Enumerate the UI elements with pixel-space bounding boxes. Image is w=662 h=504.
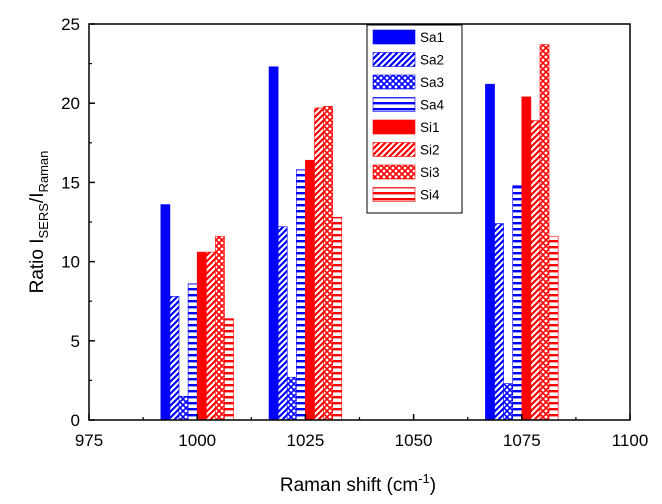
legend-swatch-si3 bbox=[372, 164, 416, 180]
y-axis-title-subscript: SERS bbox=[36, 203, 51, 239]
bar-si4-1025 bbox=[332, 216, 343, 421]
y-tick-label: 20 bbox=[61, 94, 80, 113]
bar-sa4-1075 bbox=[512, 185, 523, 421]
bar-si2-1075 bbox=[530, 120, 541, 421]
x-tick-label: 1000 bbox=[178, 431, 216, 450]
legend-swatch-sa2 bbox=[372, 52, 416, 67]
ticks-layer: 975 1000 1025 1050 1075 1100 0 5 10 15 20 25 bbox=[61, 15, 648, 450]
x-tick-label: 1100 bbox=[612, 431, 649, 450]
legend-swatch-si2 bbox=[372, 142, 416, 157]
bar-sa3-1025 bbox=[286, 376, 297, 421]
bar-sa1-1025 bbox=[268, 66, 279, 421]
bar-sa3-1075 bbox=[503, 383, 514, 421]
y-tick-label: 5 bbox=[71, 332, 80, 351]
bar-sa1-1000 bbox=[160, 204, 171, 421]
bar-sa4-1000 bbox=[187, 283, 198, 421]
y-axis-title-subscript: Raman bbox=[36, 151, 51, 193]
x-axis-title-part: ) bbox=[430, 475, 436, 496]
legend-label-si2: Si2 bbox=[420, 143, 440, 158]
x-axis-title-part: Raman shift (cm bbox=[280, 475, 418, 496]
y-tick-label: 10 bbox=[61, 253, 80, 272]
y-tick-label: 0 bbox=[71, 411, 80, 430]
legend-label-si4: Si4 bbox=[420, 188, 440, 203]
x-tick-label: 1050 bbox=[395, 431, 433, 450]
bar-si3-1000 bbox=[215, 235, 225, 421]
bar-sa3-1000 bbox=[178, 395, 189, 421]
legend-label-sa2: Sa2 bbox=[420, 53, 444, 68]
bar-sa2-1025 bbox=[277, 226, 288, 421]
bar-sa2-1000 bbox=[169, 296, 180, 421]
bars-layer bbox=[160, 44, 559, 421]
bar-si1-1075 bbox=[521, 96, 532, 421]
y-tick-label: 15 bbox=[61, 173, 80, 192]
bar-si3-1075 bbox=[539, 44, 550, 421]
legend-swatch-si1 bbox=[372, 119, 416, 135]
bar-sa4-1025 bbox=[296, 169, 306, 421]
legend: Sa1 Sa2 Sa3 Sa4 Si1 Si2 Si3 Si4 bbox=[366, 24, 463, 214]
bar-sa1-1075 bbox=[485, 83, 495, 421]
x-axis-title-superscript: -1 bbox=[418, 471, 430, 486]
x-tick-label: 1025 bbox=[286, 431, 324, 450]
legend-label-sa4: Sa4 bbox=[420, 98, 445, 113]
legend-label-sa3: Sa3 bbox=[420, 75, 444, 90]
bar-si4-1000 bbox=[224, 318, 234, 421]
legend-label-si3: Si3 bbox=[420, 165, 440, 180]
bar-sa2-1075 bbox=[494, 223, 504, 421]
bar-si2-1025 bbox=[314, 107, 324, 421]
bar-si4-1075 bbox=[548, 235, 559, 421]
y-axis-title-part: /I bbox=[27, 193, 48, 204]
y-tick-label: 25 bbox=[61, 15, 80, 34]
x-axis-title: Raman shift (cm-1) bbox=[280, 471, 436, 496]
legend-swatch-sa3 bbox=[372, 74, 416, 90]
legend-swatch-si4 bbox=[372, 187, 416, 202]
bar-si2-1000 bbox=[205, 251, 216, 421]
x-tick-label: 1075 bbox=[503, 431, 541, 450]
y-axis-title: Ratio ISERS/IRaman bbox=[27, 151, 51, 294]
legend-swatch-sa4 bbox=[372, 97, 416, 112]
legend-label-si1: Si1 bbox=[420, 120, 440, 135]
bar-si3-1025 bbox=[323, 106, 333, 421]
legend-swatch-sa1 bbox=[372, 29, 416, 45]
bar-si1-1025 bbox=[305, 159, 315, 421]
x-tick-label: 975 bbox=[75, 431, 103, 450]
y-axis-title-part: Ratio I bbox=[27, 238, 48, 293]
bar-si1-1000 bbox=[196, 251, 207, 421]
legend-label-sa1: Sa1 bbox=[420, 30, 444, 45]
